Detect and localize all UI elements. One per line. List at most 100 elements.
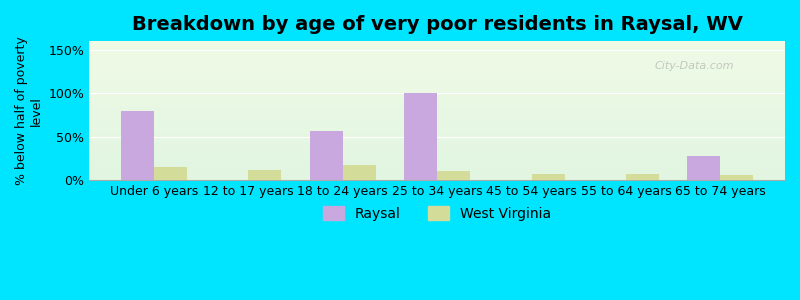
Bar (90, 63, 785, 65)
Bar (90, 126, 785, 127)
Bar (90, 98, 785, 100)
Bar (90, 129, 785, 130)
Bar (404, 93, 437, 180)
Bar (90, 62, 785, 63)
Bar (90, 118, 785, 119)
Bar (90, 144, 785, 146)
Bar (90, 58, 785, 59)
Bar (90, 179, 785, 180)
Bar (90, 176, 785, 177)
Bar (90, 138, 785, 140)
Bar (687, 156, 720, 180)
Bar (90, 130, 785, 131)
Bar (90, 157, 785, 158)
Title: Breakdown by age of very poor residents in Raysal, WV: Breakdown by age of very poor residents … (132, 15, 742, 34)
Bar (90, 77, 785, 79)
Bar (90, 113, 785, 115)
Bar (90, 88, 785, 90)
Bar (90, 74, 785, 76)
Bar (90, 141, 785, 142)
Bar (90, 127, 785, 129)
Text: City-Data.com: City-Data.com (655, 61, 734, 71)
Bar (90, 147, 785, 148)
Bar (90, 112, 785, 113)
Bar (90, 68, 785, 69)
Bar (90, 76, 785, 77)
Bar (310, 130, 342, 180)
Bar (531, 174, 565, 180)
Bar (90, 116, 785, 118)
Bar (90, 158, 785, 159)
Bar (90, 131, 785, 133)
Bar (121, 111, 154, 180)
Bar (90, 124, 785, 126)
Bar (90, 123, 785, 124)
Bar (90, 61, 785, 62)
Bar (90, 47, 785, 48)
Bar (90, 80, 785, 81)
Bar (90, 81, 785, 83)
Bar (90, 165, 785, 166)
Bar (90, 133, 785, 134)
Bar (90, 134, 785, 136)
Bar (90, 69, 785, 70)
Bar (90, 119, 785, 120)
Bar (90, 152, 785, 154)
Bar (90, 91, 785, 93)
Bar (90, 79, 785, 80)
Bar (90, 109, 785, 111)
Bar (90, 173, 785, 175)
Bar (90, 87, 785, 88)
Bar (90, 142, 785, 144)
Bar (342, 165, 376, 180)
Bar (90, 95, 785, 97)
Bar (90, 41, 785, 43)
Bar (90, 111, 785, 112)
Bar (90, 83, 785, 84)
Bar (90, 45, 785, 47)
Bar (90, 56, 785, 58)
Bar (90, 140, 785, 141)
Bar (90, 151, 785, 152)
Bar (626, 174, 659, 180)
Bar (90, 162, 785, 164)
Bar (720, 175, 754, 180)
Bar (90, 105, 785, 106)
Bar (90, 168, 785, 169)
Bar (90, 97, 785, 98)
Y-axis label: % below half of poverty
level: % below half of poverty level (15, 36, 43, 185)
Bar (90, 104, 785, 105)
Bar (90, 175, 785, 176)
Legend: Raysal, West Virginia: Raysal, West Virginia (318, 200, 557, 226)
Bar (90, 159, 785, 161)
Bar (90, 120, 785, 122)
Bar (90, 48, 785, 50)
Bar (248, 170, 282, 180)
Bar (90, 55, 785, 56)
Bar (90, 122, 785, 123)
Bar (154, 167, 187, 180)
Bar (90, 115, 785, 116)
Bar (90, 100, 785, 101)
Bar (90, 70, 785, 72)
Bar (90, 66, 785, 68)
Bar (90, 93, 785, 94)
Bar (90, 155, 785, 157)
Bar (90, 146, 785, 147)
Bar (90, 166, 785, 168)
Bar (90, 54, 785, 55)
Bar (90, 101, 785, 102)
Bar (90, 73, 785, 74)
Bar (90, 150, 785, 151)
Bar (90, 108, 785, 109)
Bar (90, 102, 785, 104)
Bar (90, 72, 785, 73)
Bar (90, 136, 785, 137)
Bar (90, 137, 785, 138)
Bar (90, 154, 785, 155)
Bar (90, 52, 785, 54)
Bar (90, 161, 785, 162)
Bar (90, 148, 785, 150)
Bar (90, 44, 785, 45)
Bar (437, 172, 470, 180)
